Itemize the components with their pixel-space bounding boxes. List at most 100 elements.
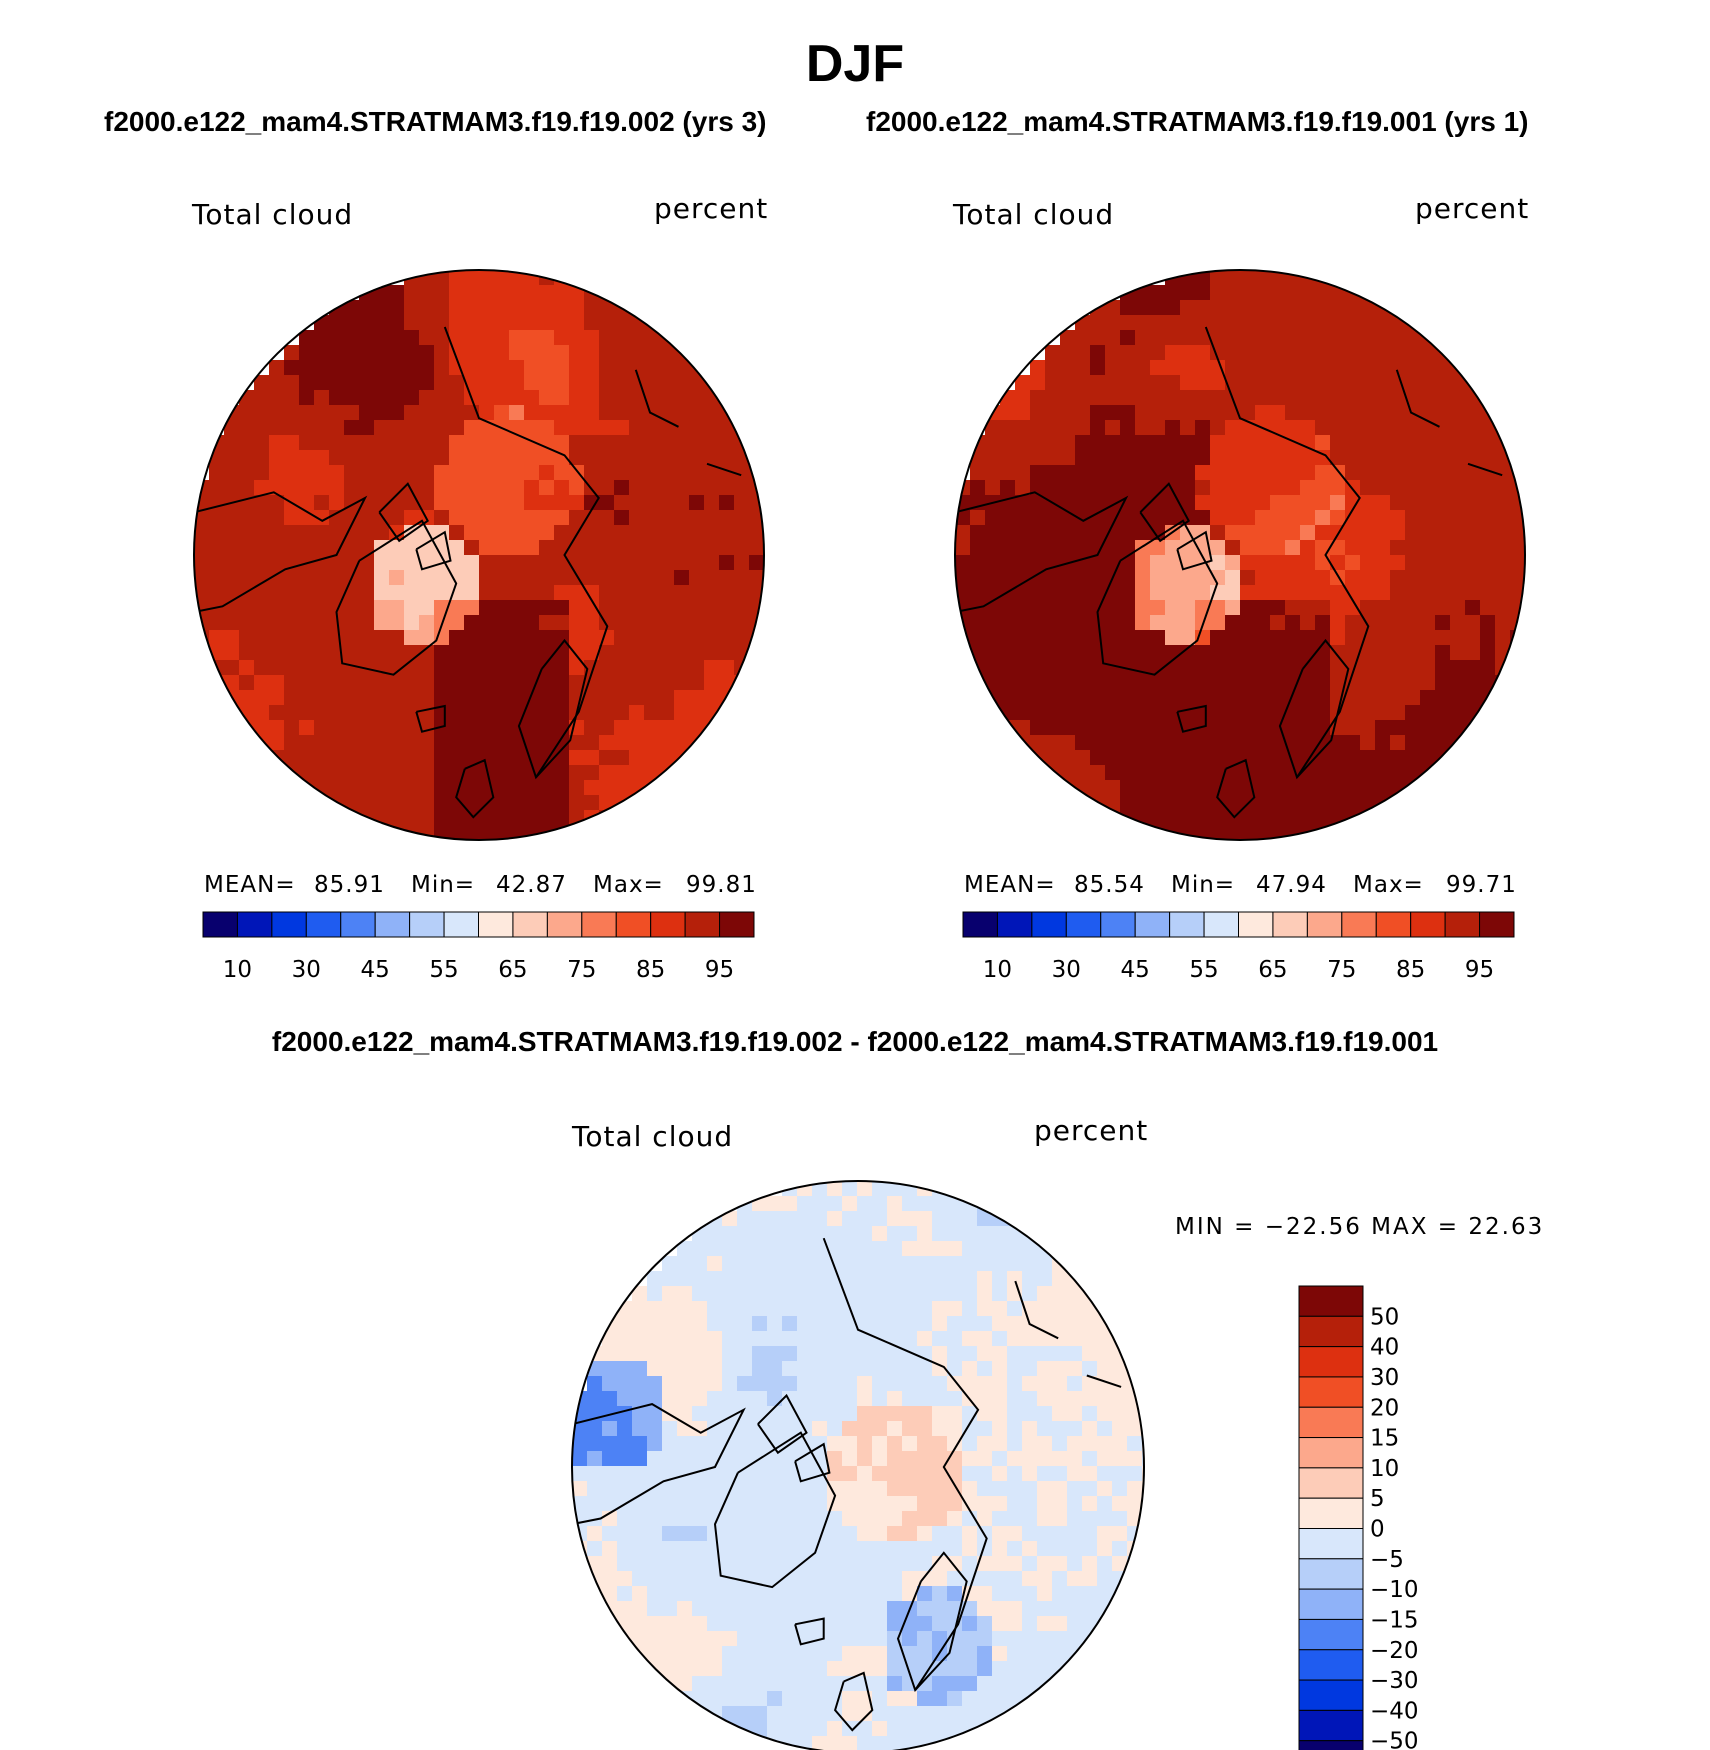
map-cell <box>1150 615 1166 631</box>
coastline-segment <box>443 326 609 778</box>
map-cell <box>1465 570 1481 586</box>
map-cell <box>1037 1511 1053 1527</box>
map-cell <box>1030 675 1046 691</box>
map-cell <box>569 780 585 796</box>
map-cell <box>449 735 465 751</box>
map-cell <box>599 540 615 556</box>
map-cell <box>1097 1466 1113 1482</box>
map-cell <box>1067 1556 1083 1572</box>
map-cell <box>857 1421 873 1437</box>
map-cell <box>494 600 510 616</box>
map-cell <box>239 690 255 706</box>
map-cell <box>992 1361 1008 1377</box>
map-cell <box>902 1526 918 1542</box>
map-cell <box>985 675 1001 691</box>
map-cell <box>644 750 660 766</box>
map-cell <box>404 375 420 391</box>
map-cell <box>1360 570 1376 586</box>
map-cell <box>1240 330 1256 346</box>
map-cell <box>629 360 645 376</box>
map-cell <box>932 1256 948 1272</box>
map-cell <box>1345 765 1361 781</box>
map-cell <box>674 360 690 376</box>
map-cell <box>1480 675 1496 691</box>
map-cell <box>1270 750 1286 766</box>
map-cell <box>752 1301 768 1317</box>
map-cell <box>1180 735 1196 751</box>
map-cell <box>647 1541 663 1557</box>
map-cell <box>659 570 675 586</box>
map-cell <box>644 420 660 436</box>
map-cell <box>404 330 420 346</box>
map-cell <box>284 435 300 451</box>
map-cell <box>692 1616 708 1632</box>
panel2-mean-value: 85.54 <box>1074 872 1145 898</box>
map-cell <box>1255 555 1271 571</box>
map-cell <box>1030 555 1046 571</box>
map-cell <box>1150 375 1166 391</box>
map-cell <box>737 1361 753 1377</box>
map-cell <box>1315 330 1331 346</box>
map-cell <box>644 525 660 541</box>
map-cell <box>827 1466 843 1482</box>
map-cell <box>827 1541 843 1557</box>
map-cell <box>464 705 480 721</box>
map-cell <box>389 750 405 766</box>
map-cell <box>1210 675 1226 691</box>
map-cell <box>857 1316 873 1332</box>
map-cell <box>602 1391 618 1407</box>
map-cell <box>1255 375 1271 391</box>
map-cell <box>932 1571 948 1587</box>
map-cell <box>359 555 375 571</box>
map-cell <box>1285 450 1301 466</box>
map-cell <box>1210 555 1226 571</box>
map-cell <box>1360 540 1376 556</box>
map-cell <box>1390 465 1406 481</box>
map-cell <box>662 1586 678 1602</box>
map-cell <box>1105 435 1121 451</box>
map-cell <box>872 1556 888 1572</box>
map-cell <box>752 1211 768 1227</box>
map-cell <box>1075 390 1091 406</box>
map-cell <box>509 330 525 346</box>
map-cell <box>992 1421 1008 1437</box>
map-cell <box>887 1271 903 1287</box>
map-cell <box>239 435 255 451</box>
map-cell <box>902 1361 918 1377</box>
map-cell <box>1255 645 1271 661</box>
map-cell <box>797 1406 813 1422</box>
map-cell <box>767 1511 783 1527</box>
diff-units-label: percent <box>1034 1114 1149 1147</box>
map-cell <box>404 390 420 406</box>
map-cell <box>539 570 555 586</box>
map-cell <box>1435 360 1451 376</box>
map-cell <box>344 735 360 751</box>
map-cell <box>632 1631 648 1647</box>
coastline-segment <box>757 1393 808 1455</box>
map-cell <box>970 630 986 646</box>
map-cell <box>947 1541 963 1557</box>
map-cell <box>344 765 360 781</box>
map-cell <box>374 600 390 616</box>
map-cell <box>992 1646 1008 1662</box>
map-cell <box>767 1556 783 1572</box>
map-cell <box>1465 495 1481 511</box>
colorbar-swatch <box>409 911 445 938</box>
map-cell <box>1390 510 1406 526</box>
map-cell <box>659 735 675 751</box>
map-cell <box>662 1316 678 1332</box>
map-cell <box>962 1256 978 1272</box>
map-cell <box>977 1286 993 1302</box>
map-cell <box>677 1316 693 1332</box>
map-cell <box>812 1481 828 1497</box>
map-cell <box>1150 555 1166 571</box>
map-cell <box>1165 285 1181 301</box>
map-cell <box>419 285 435 301</box>
map-cell <box>707 1691 723 1707</box>
map-cell <box>1150 705 1166 721</box>
panel2-max-label: Max= <box>1353 872 1424 898</box>
map-cell <box>887 1436 903 1452</box>
map-cell <box>1037 1631 1053 1647</box>
map-cell <box>1135 675 1151 691</box>
